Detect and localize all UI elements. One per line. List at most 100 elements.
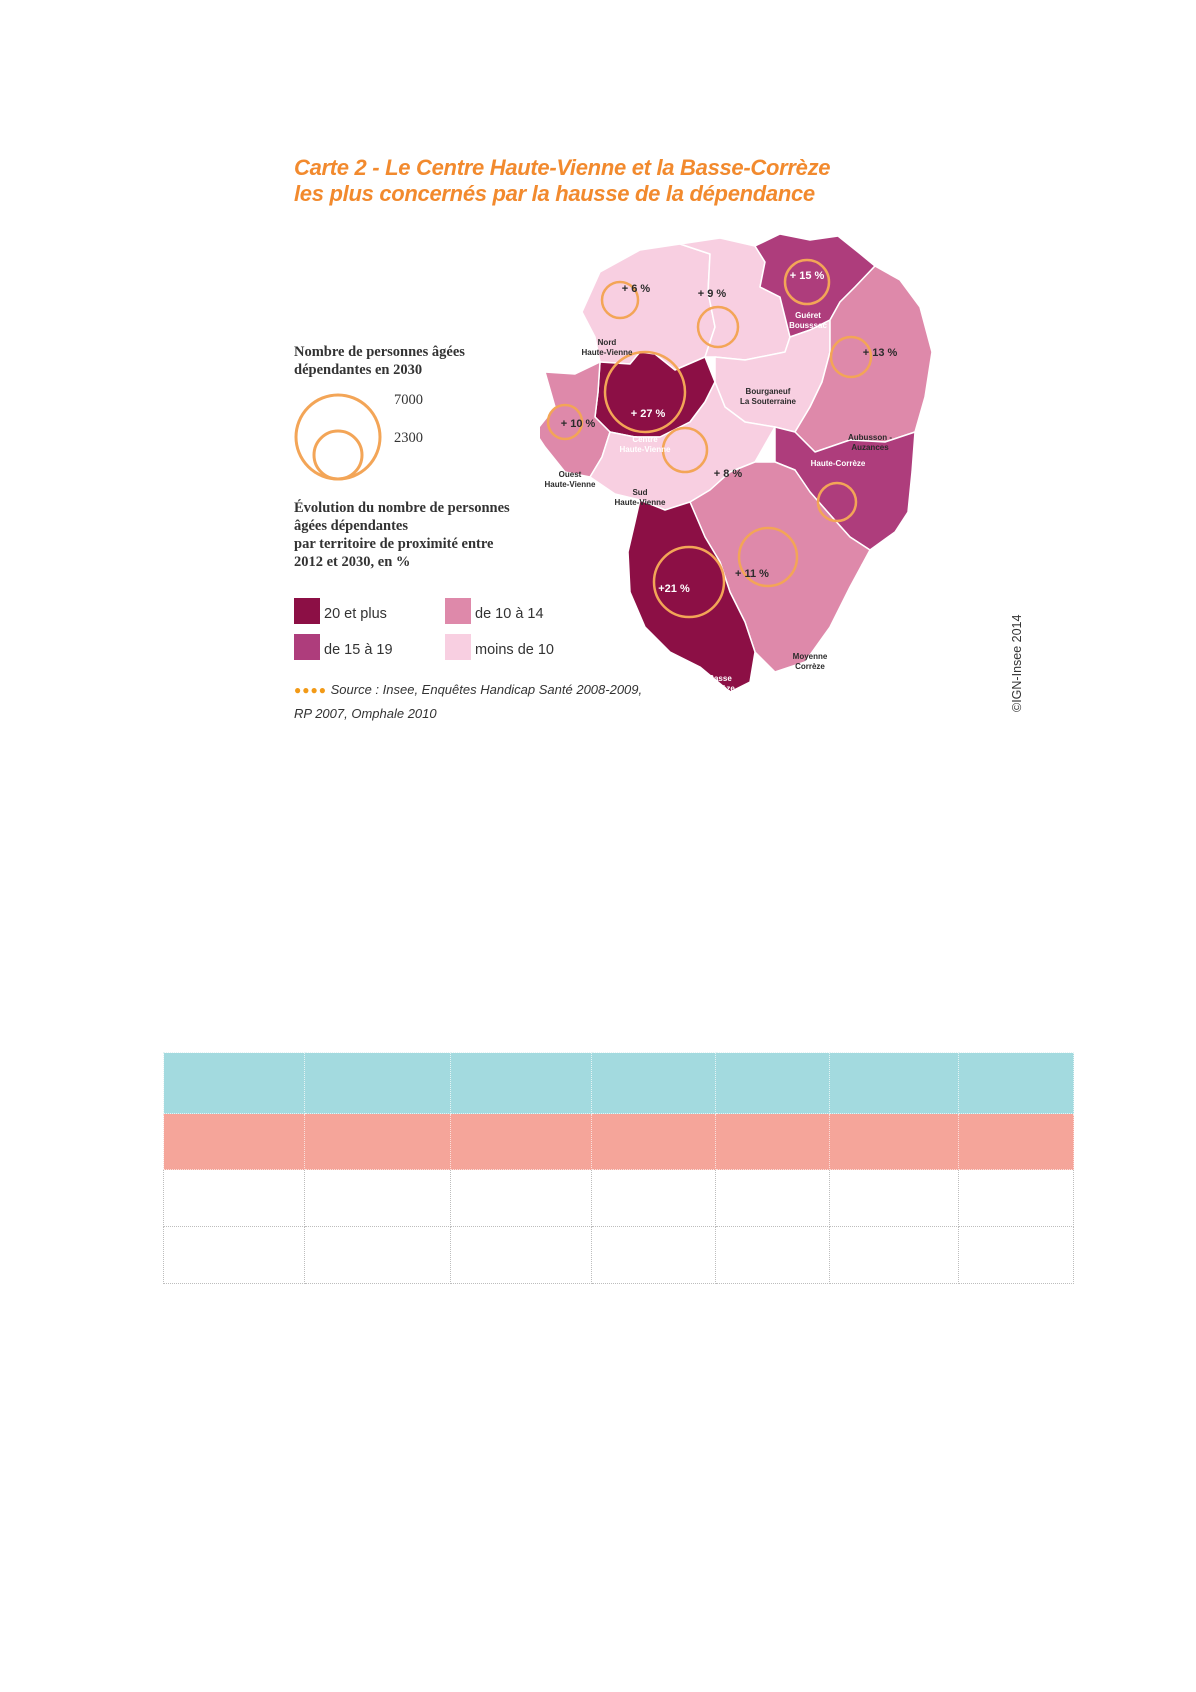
source-dots: ●●●● — [294, 683, 327, 697]
table-cell — [591, 1226, 716, 1284]
map-title: Carte 2 - Le Centre Haute-Vienne et la B… — [294, 155, 934, 207]
table-cell — [715, 1226, 830, 1284]
table-cell — [715, 1052, 830, 1114]
pct-nord-haute-vienne: + 6 % — [622, 283, 651, 295]
map-title-line-1: Carte 2 - Le Centre Haute-Vienne et la B… — [294, 155, 831, 180]
name-moyenne-correze-1: Moyenne — [793, 652, 828, 661]
table-cell — [958, 1169, 1074, 1227]
pct-gueret-boussac: + 15 % — [790, 270, 825, 282]
pct-haute-correze: + 17 % — [861, 560, 896, 572]
region-basse-correze — [627, 499, 756, 693]
table-cell — [591, 1052, 716, 1114]
table-cell — [958, 1226, 1074, 1284]
name-centre-hv-2: Haute-Vienne — [620, 445, 672, 454]
table-cell — [591, 1113, 716, 1170]
circle-haute-correze — [816, 481, 858, 523]
table-cell — [304, 1169, 451, 1227]
legend-swatch-10-14 — [445, 598, 471, 624]
table-cell — [450, 1113, 592, 1170]
source-line-1: Source : Insee, Enquêtes Handicap Santé … — [330, 682, 643, 697]
table-cell — [450, 1226, 592, 1284]
name-aubusson-1: Aubusson - — [848, 433, 892, 442]
table-cell — [304, 1113, 451, 1170]
table-cell — [829, 1052, 959, 1114]
table-subheader-row — [163, 1113, 1074, 1170]
circle-aubusson-auzances — [829, 335, 873, 379]
copyright-text: ©IGN-Insee 2014 — [1010, 614, 1024, 712]
pct-nord-creuse: + 9 % — [698, 288, 727, 300]
pct-moyenne-correze: + 11 % — [735, 568, 769, 580]
name-ouest-hv-1: Ouest — [559, 470, 582, 479]
table-row — [163, 1169, 1074, 1227]
evolution-legend-heading-2: âgées dépendantes — [294, 518, 408, 534]
table-cell — [163, 1052, 305, 1114]
table-cell — [450, 1169, 592, 1227]
legend-circle-large-value: 7000 — [394, 392, 423, 408]
name-sud-hv-2: Haute-Vienne — [615, 498, 667, 507]
name-sud-hv-1: Sud — [632, 488, 647, 497]
name-bourganeuf-2: La Souterraine — [740, 397, 797, 406]
circle-ouest-haute-vienne — [546, 403, 584, 441]
map-title-line-2: les plus concernés par la hausse de la d… — [294, 181, 815, 206]
name-ouest-hv-2: Haute-Vienne — [545, 480, 597, 489]
table-row — [163, 1226, 1074, 1284]
circle-nord-creuse — [696, 305, 740, 349]
table-header-row — [163, 1052, 1074, 1114]
legend-circle-small-value: 2300 — [394, 430, 423, 446]
legend-label-10-14: de 10 à 14 — [475, 606, 544, 622]
source-line-2: RP 2007, Omphale 2010 — [294, 706, 437, 721]
legend-label-under-10: moins de 10 — [475, 642, 554, 658]
table-cell — [829, 1169, 959, 1227]
evolution-legend-heading-1: Évolution du nombre de personnes — [294, 500, 510, 516]
table-cell — [304, 1052, 451, 1114]
legend-circle-small — [312, 429, 364, 481]
legend-swatch-15-19 — [294, 634, 320, 660]
name-aubusson-2: Auzances — [851, 443, 889, 452]
name-gueret-1: Guéret — [795, 311, 821, 320]
table-cell — [450, 1052, 592, 1114]
evolution-legend-heading-3: par territoire de proximité entre — [294, 536, 494, 552]
table-cell — [715, 1169, 830, 1227]
table-cell — [163, 1169, 305, 1227]
pct-centre-haute-vienne: + 27 % — [631, 408, 666, 420]
legend-label-15-19: de 15 à 19 — [324, 642, 393, 658]
table-cell — [591, 1169, 716, 1227]
evolution-legend-heading-4: 2012 et 2030, en % — [294, 554, 411, 570]
pct-aubusson-auzances: + 13 % — [863, 347, 898, 359]
legend-label-20-plus: 20 et plus — [324, 606, 387, 622]
name-nord-haute-vienne-2: Haute-Vienne — [582, 348, 634, 357]
circles-legend-symbol — [294, 393, 382, 481]
limousin-territories-map: + 6 % + 9 % + 15 % + 13 % + 27 % + 10 % … — [540, 233, 933, 693]
table-cell — [163, 1226, 305, 1284]
table-cell — [829, 1113, 959, 1170]
pct-sud-haute-vienne: + 8 % — [714, 468, 743, 480]
table-cell — [958, 1113, 1074, 1170]
legend-swatch-20-plus — [294, 598, 320, 624]
name-centre-hv-1: Centre — [632, 435, 658, 444]
table-cell — [829, 1226, 959, 1284]
circle-gueret-boussac — [783, 258, 831, 306]
legend-circle-large — [294, 393, 382, 481]
legend-swatch-under-10 — [445, 634, 471, 660]
name-haute-correze: Haute-Corrèze — [811, 459, 866, 468]
pct-ouest-haute-vienne: + 10 % — [561, 418, 596, 430]
pct-basse-correze: +21 % — [658, 583, 690, 595]
table-cell — [958, 1052, 1074, 1114]
table-cell — [163, 1113, 305, 1170]
table-cell — [304, 1226, 451, 1284]
name-moyenne-correze-2: Corrèze — [795, 662, 825, 671]
circles-legend-heading-2: dépendantes en 2030 — [294, 362, 423, 378]
data-table — [163, 1052, 1074, 1284]
circle-moyenne-correze — [737, 526, 799, 588]
name-gueret-2: Bousssac — [789, 321, 827, 330]
circle-centre-haute-vienne — [603, 350, 687, 434]
name-bourganeuf-1: Bourganeuf — [746, 387, 791, 396]
name-nord-haute-vienne-1: Nord — [598, 338, 617, 347]
circles-legend-heading-1: Nombre de personnes âgées — [294, 344, 465, 360]
circle-basse-correze — [652, 545, 726, 619]
name-basse-correze-2: Corrèze — [705, 684, 735, 693]
source-note: ●●●● Source : Insee, Enquêtes Handicap S… — [294, 678, 674, 725]
circle-nord-haute-vienne — [600, 280, 640, 320]
circle-sud-haute-vienne — [661, 426, 709, 474]
name-basse-correze-1: Basse — [708, 674, 732, 683]
